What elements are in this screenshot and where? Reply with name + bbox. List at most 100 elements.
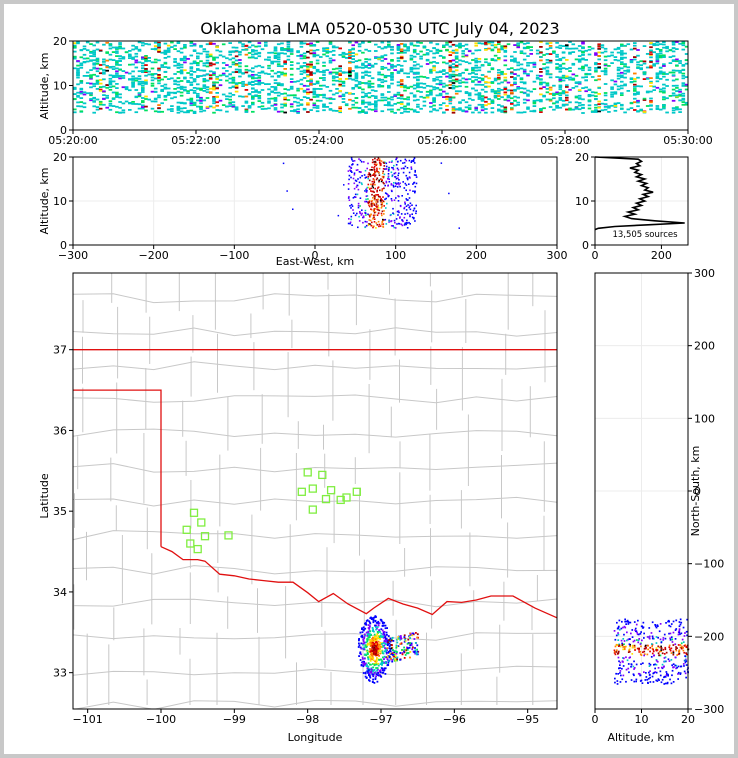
ns-density-cell — [638, 673, 641, 675]
ew-density-cell — [373, 191, 375, 193]
time-altitude-cell — [76, 101, 80, 104]
plan-density-cell — [376, 652, 379, 655]
time-altitude-cell — [629, 59, 634, 61]
ns-density-cell — [631, 636, 634, 638]
time-altitude-cell — [361, 64, 365, 66]
time-altitude-cell — [396, 84, 401, 87]
ew-density-cell — [404, 203, 406, 205]
ew-density-cell — [351, 171, 353, 173]
ns-density-cell — [631, 629, 634, 631]
plan-density-cell — [374, 619, 377, 622]
time-altitude-cell — [548, 53, 553, 55]
time-altitude-cell — [574, 82, 579, 84]
ns-density-cell — [643, 653, 646, 655]
plan-density-cell — [372, 621, 375, 624]
ew-density-cell — [360, 182, 363, 184]
ew-density-cell — [378, 225, 380, 228]
time-altitude-cell — [354, 84, 359, 86]
time-altitude-cell — [603, 106, 608, 108]
time-altitude-cell — [176, 107, 181, 110]
time-altitude-cell — [238, 68, 242, 71]
time-altitude-cell — [409, 54, 414, 57]
time-altitude-cell — [539, 51, 543, 54]
ew-density-cell — [367, 224, 370, 226]
plan-density-cell — [385, 631, 388, 634]
time-altitude-cell — [532, 105, 537, 107]
ns-density-cell — [633, 668, 635, 670]
time-altitude-cell — [196, 57, 200, 60]
time-altitude-cell — [558, 47, 563, 49]
time-altitude-cell — [225, 98, 229, 100]
ns-density-cell — [645, 646, 647, 649]
ew-density-cell — [381, 179, 383, 181]
ns-density-cell — [630, 663, 633, 666]
time-altitude-ytick-label: 10 — [53, 80, 67, 93]
plan-density-cell — [382, 636, 385, 639]
time-altitude-cell — [221, 43, 226, 46]
time-altitude-cell — [348, 41, 352, 44]
time-altitude-cell — [144, 74, 148, 77]
plan-density-cell — [376, 680, 379, 683]
ns-density-cell — [622, 674, 625, 677]
time-altitude-cell — [241, 81, 245, 83]
time-altitude-cell — [299, 41, 304, 44]
time-altitude-cell — [399, 112, 404, 114]
time-altitude-cell — [225, 75, 229, 78]
plan-density-cell — [363, 660, 365, 663]
ns-density-cell — [616, 680, 619, 682]
ew-outlier-cell — [440, 162, 443, 164]
time-altitude-cell — [526, 106, 530, 109]
time-altitude-cell — [98, 101, 103, 104]
plan-density-cell — [404, 638, 406, 641]
time-altitude-cell — [289, 110, 294, 112]
time-altitude-cell — [257, 45, 262, 48]
time-altitude-cell — [393, 103, 397, 105]
ns-density-cell — [679, 623, 682, 626]
time-altitude-cell — [510, 103, 514, 105]
plan-density-cell — [414, 652, 417, 655]
time-altitude-cell — [409, 108, 414, 111]
ew-outlier-cell — [448, 192, 450, 195]
ew-density-cell — [364, 220, 367, 223]
time-altitude-cell — [377, 84, 381, 86]
time-altitude-cell — [315, 81, 320, 84]
time-altitude-cell — [208, 92, 213, 94]
time-altitude-cell — [610, 51, 614, 54]
time-altitude-cell — [581, 106, 585, 109]
time-altitude-cell — [532, 66, 537, 68]
ew-density-cell — [353, 187, 356, 190]
time-altitude-cell — [610, 79, 614, 82]
ew-density-cell — [398, 211, 400, 214]
time-altitude-cell — [234, 46, 239, 49]
time-altitude-cell — [658, 72, 663, 75]
ew-density-cell — [368, 199, 371, 202]
time-altitude-cell — [380, 96, 385, 99]
time-altitude-cell — [105, 106, 109, 109]
time-altitude-cell — [76, 67, 80, 70]
ew-density-cell — [377, 204, 379, 207]
time-altitude-cell — [510, 55, 514, 58]
time-altitude-cell — [629, 78, 634, 80]
plan-density-cell — [367, 627, 370, 629]
time-altitude-cell — [338, 83, 342, 86]
time-altitude-cell — [587, 94, 592, 97]
time-altitude-cell — [121, 57, 126, 60]
plan-density-cell — [367, 672, 369, 674]
time-altitude-cell — [477, 94, 482, 97]
time-altitude-cell — [289, 50, 294, 53]
time-altitude-cell — [118, 93, 122, 96]
plan-density-cell — [411, 648, 414, 651]
time-altitude-cell — [542, 94, 546, 97]
time-altitude-cell — [597, 106, 601, 109]
ew-xtick-label: −300 — [58, 249, 88, 262]
time-altitude-cell — [89, 69, 93, 71]
ns-density-cell — [679, 633, 681, 636]
time-altitude-cell — [108, 58, 113, 61]
ns-xtick-label: 20 — [681, 713, 695, 726]
time-altitude-cell — [189, 81, 194, 84]
ew-density-cell — [378, 161, 381, 164]
ew-density-cell — [355, 186, 358, 188]
time-altitude-xtick-label: 05:20:00 — [48, 134, 97, 147]
time-altitude-cell — [289, 78, 294, 80]
time-altitude-cell — [581, 104, 585, 106]
